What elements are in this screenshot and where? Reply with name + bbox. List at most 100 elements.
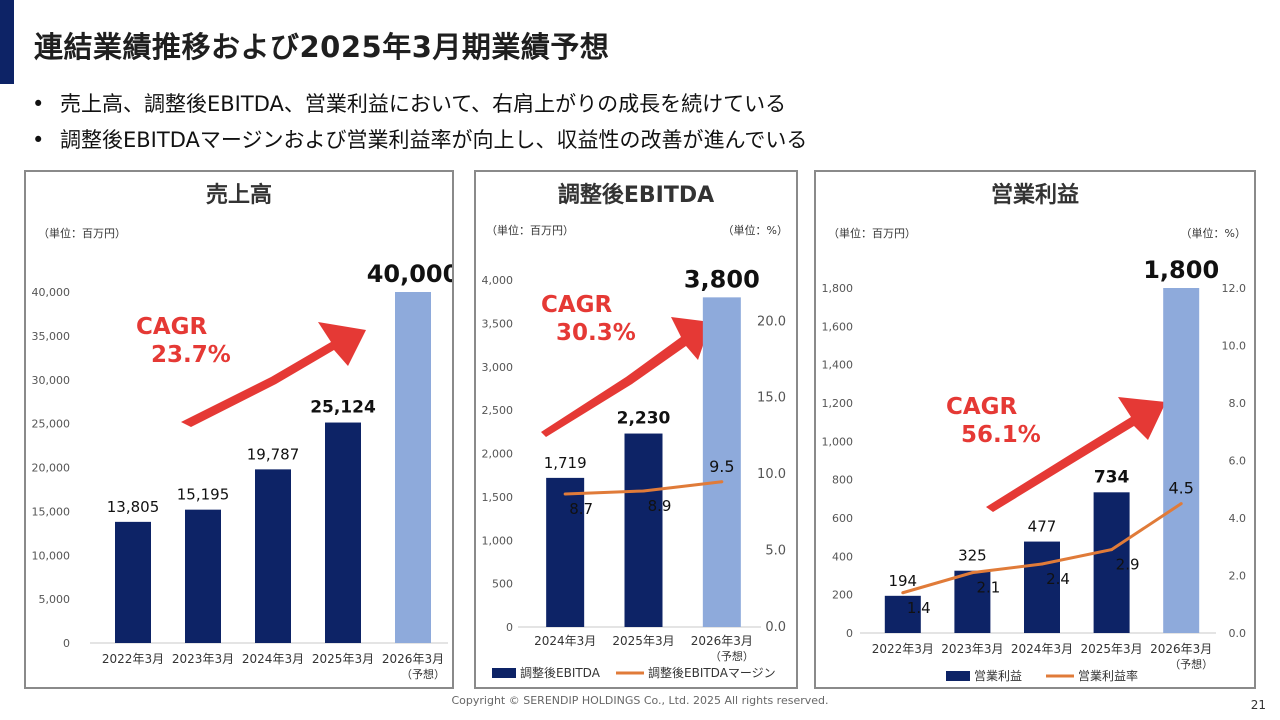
bar [884,595,921,633]
bar-value-label: 325 [958,547,987,565]
y2-tick-label: 0.0 [1229,627,1247,640]
y2-tick-label: 8.0 [1229,397,1247,410]
x-tick-label: （予想） [1169,657,1213,671]
chart-title: 営業利益 [991,182,1079,208]
bar [325,422,361,643]
y-tick-label: 40,000 [32,286,71,299]
y-tick-label: 30,000 [32,374,71,387]
y-tick-label: 4,000 [482,274,514,287]
cagr-label: CAGR [946,394,1018,420]
bullet-list: • 売上高、調整後EBITDA、営業利益において、右肩上がりの成長を続けている •… [32,86,807,158]
cagr-arrow [181,322,366,427]
line-value-label: 8.7 [569,500,593,518]
y-tick-label: 800 [832,474,853,487]
x-tick-label: （予想） [401,667,445,681]
bullet-text: 調整後EBITDAマージンおよび営業利益率が向上し、収益性の改善が進んでいる [60,128,808,152]
y-tick-label: 35,000 [32,330,71,343]
unit-label-left: （単位：百万円） [38,226,126,240]
revenue-chart: 売上高 （単位：百万円） 0 5,000 10,000 15,000 20,000 25,00… [32,182,453,681]
y-tick-label: 1,000 [482,534,514,547]
y-tick-label: 1,800 [822,282,854,295]
legend-bar-swatch [946,671,970,681]
legend-line-label: 営業利益率 [1078,668,1138,683]
chart-title: 売上高 [206,182,272,208]
x-tick-label: 2022年3月 [872,642,934,656]
line-point [720,480,724,484]
ebitda-chart-panel: 調整後EBITDA （単位：百万円） （単位：%） 0 500 1,000 1,500 2,0… [474,170,798,689]
y-tick-label: 3,000 [482,361,514,374]
cagr-label: CAGR [541,292,613,318]
y2-tick-label: 10.0 [1222,340,1247,353]
x-tick-label: 2023年3月 [941,642,1003,656]
bar [1093,492,1130,633]
x-tick-label: 2024年3月 [1011,642,1073,656]
y2-tick-label: 20.0 [757,314,786,329]
y-tick-label: 500 [492,578,513,591]
y-tick-label: 3,500 [482,317,514,330]
bar [185,509,221,643]
copyright-footer: Copyright © SERENDIP HOLDINGS Co., Ltd. … [451,694,829,707]
bar [546,477,585,627]
bar-value-label: 734 [1094,467,1130,487]
bar-value-label: 40,000 [367,260,452,288]
bar-value-label: 194 [888,572,917,590]
ebitda-chart: 調整後EBITDA （単位：百万円） （単位：%） 0 500 1,000 1,500 2,0… [482,182,789,680]
y-tick-label: 1,000 [822,435,854,448]
cagr-label: CAGR [136,314,208,340]
x-tick-label: 2025年3月 [1081,642,1143,656]
bar-value-label: 19,787 [247,445,300,463]
x-tick-label: 2023年3月 [172,652,234,666]
y-tick-label: 0 [63,637,70,650]
y-tick-label: 400 [832,550,853,563]
line-point [642,489,645,493]
cagr-value: 30.3% [556,320,636,346]
legend-line-label: 調整後EBITDAマージン [648,665,776,680]
y-tick-label: 1,400 [822,359,854,372]
x-tick-label: 2026年3月 [1150,642,1212,656]
chart-title: 調整後EBITDA [558,182,714,208]
x-tick-label: （予想） [710,649,754,663]
line-point [1110,548,1114,552]
bar [1024,541,1060,633]
y-tick-label: 2,500 [482,404,514,417]
title-accent-bar [0,0,14,84]
y2-tick-label: 15.0 [757,391,786,406]
y2-tick-label: 2.0 [1229,570,1247,583]
x-tick-label: 2024年3月 [242,652,304,666]
line-point [970,571,974,575]
unit-label-right: （単位：%） [1181,226,1246,240]
x-tick-label: 2026年3月 [691,634,753,648]
x-tick-label: 2024年3月 [534,634,596,648]
x-tick-label: 2025年3月 [312,652,374,666]
cagr-arrow [986,397,1166,512]
unit-label-right: （単位：%） [723,223,788,237]
bar [624,433,663,627]
y-tick-label: 600 [832,512,853,525]
line-point [563,492,567,496]
y-tick-label: 2,000 [482,448,514,461]
line-value-label: 4.5 [1168,479,1193,498]
y-tick-label: 0 [506,621,513,634]
bar [702,297,741,627]
line-value-label: 1.4 [907,599,931,617]
y-tick-label: 10,000 [32,549,71,562]
line-value-label: 8.9 [648,497,672,515]
y-tick-label: 25,000 [32,418,71,431]
page-number: 21 [1250,698,1266,712]
x-tick-label: 2022年3月 [102,652,164,666]
y2-tick-label: 5.0 [765,544,786,559]
unit-label-left: （単位：百万円） [486,223,574,237]
revenue-chart-panel: 売上高 （単位：百万円） 0 5,000 10,000 15,000 20,000 25,00… [24,170,454,689]
y2-tick-label: 10.0 [757,467,786,482]
bar-value-label: 3,800 [684,265,760,293]
bar-value-label: 15,195 [177,486,230,504]
x-tick-label: 2025年3月 [612,634,674,648]
legend-bar-swatch [492,668,516,678]
bullet-text: 売上高、調整後EBITDA、営業利益において、右肩上がりの成長を続けている [60,92,787,116]
bar [255,469,291,643]
y2-tick-label: 0.0 [765,620,786,635]
bar [954,570,991,633]
cagr-value: 23.7% [151,342,231,368]
bar-value-label: 477 [1028,518,1057,536]
page-title: 連結業績推移および2025年3月期業績予想 [34,30,610,64]
